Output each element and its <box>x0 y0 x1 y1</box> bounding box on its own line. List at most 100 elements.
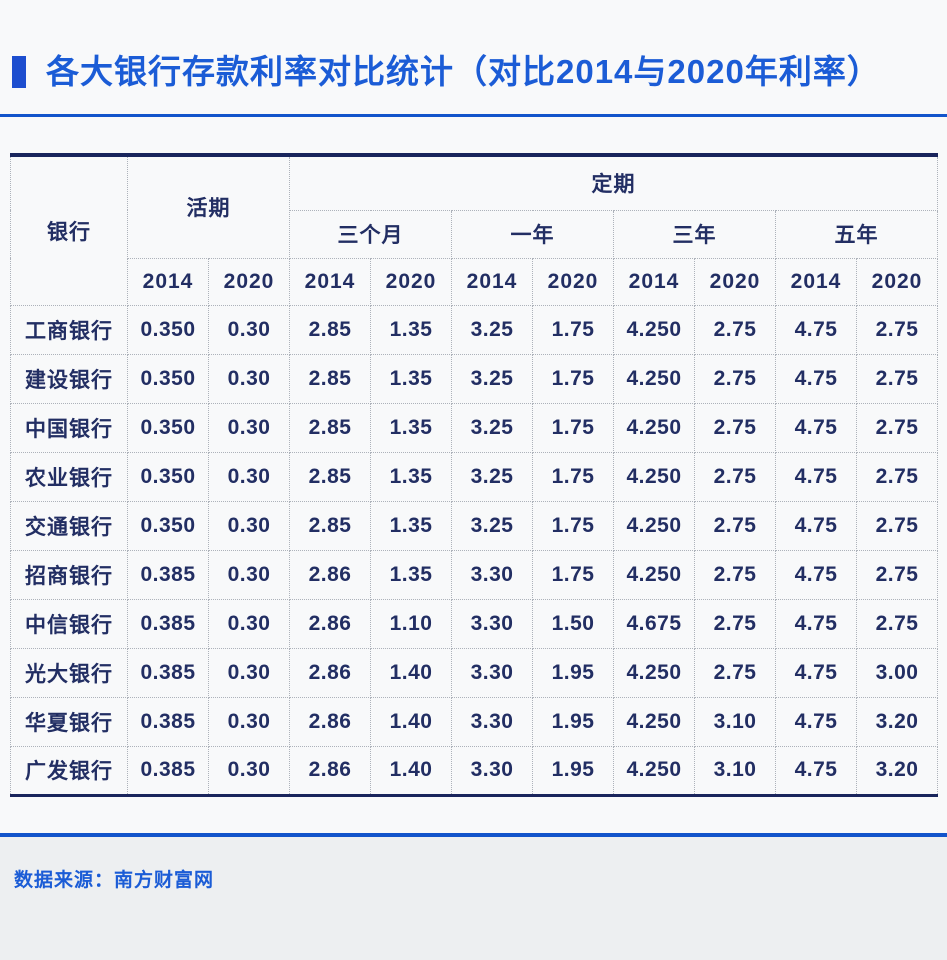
rate-value: 0.385 <box>127 647 209 698</box>
col-header-year: 2014 <box>775 257 857 306</box>
title-accent-bar <box>12 56 26 88</box>
rate-value: 4.75 <box>775 549 857 600</box>
rate-value: 2.75 <box>856 353 938 404</box>
rate-value: 3.30 <box>451 647 533 698</box>
rate-value: 1.95 <box>532 745 614 796</box>
rate-value: 4.75 <box>775 696 857 747</box>
table-row: 光大银行 0.385 0.30 2.86 1.40 3.30 1.95 4.250 2.75 4.… <box>10 647 938 698</box>
rate-value: 2.75 <box>694 598 776 649</box>
table-row: 中信银行 0.385 0.30 2.86 1.10 3.30 1.50 4.675 2.75 4.… <box>10 598 938 649</box>
rate-value: 1.75 <box>532 549 614 600</box>
rate-value: 0.385 <box>127 696 209 747</box>
bank-name: 中国银行 <box>10 402 128 453</box>
rate-value: 2.85 <box>289 353 371 404</box>
rate-value: 1.40 <box>370 696 452 747</box>
rate-value: 3.30 <box>451 696 533 747</box>
rate-value: 0.350 <box>127 402 209 453</box>
bank-name: 广发银行 <box>10 745 128 796</box>
table-row: 中国银行 0.350 0.30 2.85 1.35 3.25 1.75 4.250 2.75 4.… <box>10 402 938 453</box>
rate-value: 4.675 <box>613 598 695 649</box>
rate-value: 0.30 <box>208 696 290 747</box>
rate-value: 0.350 <box>127 353 209 404</box>
rate-value: 2.85 <box>289 451 371 502</box>
rate-value: 4.75 <box>775 402 857 453</box>
rate-value: 1.10 <box>370 598 452 649</box>
rate-value: 4.250 <box>613 451 695 502</box>
rate-value: 2.75 <box>694 647 776 698</box>
rate-value: 4.75 <box>775 451 857 502</box>
rate-value: 0.30 <box>208 647 290 698</box>
rate-value: 3.30 <box>451 598 533 649</box>
title-row: 各大银行存款利率对比统计（对比2014与2020年利率） <box>0 0 947 90</box>
rate-value: 2.86 <box>289 598 371 649</box>
rate-value: 2.85 <box>289 304 371 355</box>
rate-value: 0.30 <box>208 402 290 453</box>
rate-value: 1.95 <box>532 647 614 698</box>
col-header-year: 2014 <box>451 257 533 306</box>
table-row: 招商银行 0.385 0.30 2.86 1.35 3.30 1.75 4.250 2.75 4.… <box>10 549 938 600</box>
rate-value: 0.30 <box>208 353 290 404</box>
col-header-year: 2020 <box>694 257 776 306</box>
title-divider <box>0 114 947 117</box>
rate-value: 3.25 <box>451 500 533 551</box>
rate-value: 4.250 <box>613 745 695 796</box>
rate-value: 2.75 <box>694 451 776 502</box>
rate-value: 4.250 <box>613 353 695 404</box>
rate-value: 2.86 <box>289 745 371 796</box>
col-header-year: 2014 <box>127 257 209 306</box>
rate-value: 0.350 <box>127 304 209 355</box>
rate-value: 2.85 <box>289 402 371 453</box>
rate-value: 1.50 <box>532 598 614 649</box>
rate-value: 3.25 <box>451 304 533 355</box>
rate-value: 1.75 <box>532 451 614 502</box>
col-header-term-3year: 三年 <box>613 209 776 259</box>
rate-value: 1.75 <box>532 500 614 551</box>
table-header: 银行 活期 定期 三个月 一年 三年 五年 2014 2020 2014 202… <box>10 154 938 306</box>
rate-value: 4.75 <box>775 647 857 698</box>
col-header-demand-deposit: 活期 <box>127 154 290 259</box>
rate-value: 0.30 <box>208 500 290 551</box>
rate-value: 3.10 <box>694 696 776 747</box>
rate-value: 2.75 <box>856 451 938 502</box>
rate-value: 3.00 <box>856 647 938 698</box>
bank-name: 华夏银行 <box>10 696 128 747</box>
rate-value: 1.35 <box>370 500 452 551</box>
rate-value: 3.25 <box>451 353 533 404</box>
rate-value: 0.385 <box>127 745 209 796</box>
bank-name: 中信银行 <box>10 598 128 649</box>
rate-value: 1.35 <box>370 353 452 404</box>
rate-value: 4.250 <box>613 696 695 747</box>
table-body: 工商银行 0.350 0.30 2.85 1.35 3.25 1.75 4.250 2.75 4.… <box>10 304 938 796</box>
rate-value: 0.30 <box>208 549 290 600</box>
rate-value: 4.75 <box>775 304 857 355</box>
bank-name: 农业银行 <box>10 451 128 502</box>
bank-name: 招商银行 <box>10 549 128 600</box>
table-row: 交通银行 0.350 0.30 2.85 1.35 3.25 1.75 4.250 2.75 4.… <box>10 500 938 551</box>
table-row: 广发银行 0.385 0.30 2.86 1.40 3.30 1.95 4.250 3.10 4.… <box>10 745 938 796</box>
rate-value: 2.86 <box>289 549 371 600</box>
rate-value: 2.86 <box>289 647 371 698</box>
bank-name: 光大银行 <box>10 647 128 698</box>
rate-value: 0.385 <box>127 549 209 600</box>
col-header-fixed-deposit: 定期 <box>289 154 938 211</box>
rate-value: 2.85 <box>289 500 371 551</box>
rate-value: 4.250 <box>613 549 695 600</box>
table-row: 工商银行 0.350 0.30 2.85 1.35 3.25 1.75 4.250 2.75 4.… <box>10 304 938 355</box>
table-row: 农业银行 0.350 0.30 2.85 1.35 3.25 1.75 4.250 2.75 4.… <box>10 451 938 502</box>
rate-value: 1.35 <box>370 402 452 453</box>
rate-value: 1.35 <box>370 549 452 600</box>
rate-value: 1.35 <box>370 304 452 355</box>
rate-value: 4.250 <box>613 647 695 698</box>
rate-value: 0.30 <box>208 745 290 796</box>
rate-value: 0.30 <box>208 304 290 355</box>
col-header-year: 2014 <box>289 257 371 306</box>
rate-value: 2.75 <box>694 304 776 355</box>
rate-value: 3.25 <box>451 451 533 502</box>
col-header-year: 2014 <box>613 257 695 306</box>
rate-value: 1.95 <box>532 696 614 747</box>
col-header-year: 2020 <box>370 257 452 306</box>
rate-value: 0.385 <box>127 598 209 649</box>
col-header-term-1year: 一年 <box>451 209 614 259</box>
rate-value: 4.75 <box>775 745 857 796</box>
col-header-year: 2020 <box>208 257 290 306</box>
